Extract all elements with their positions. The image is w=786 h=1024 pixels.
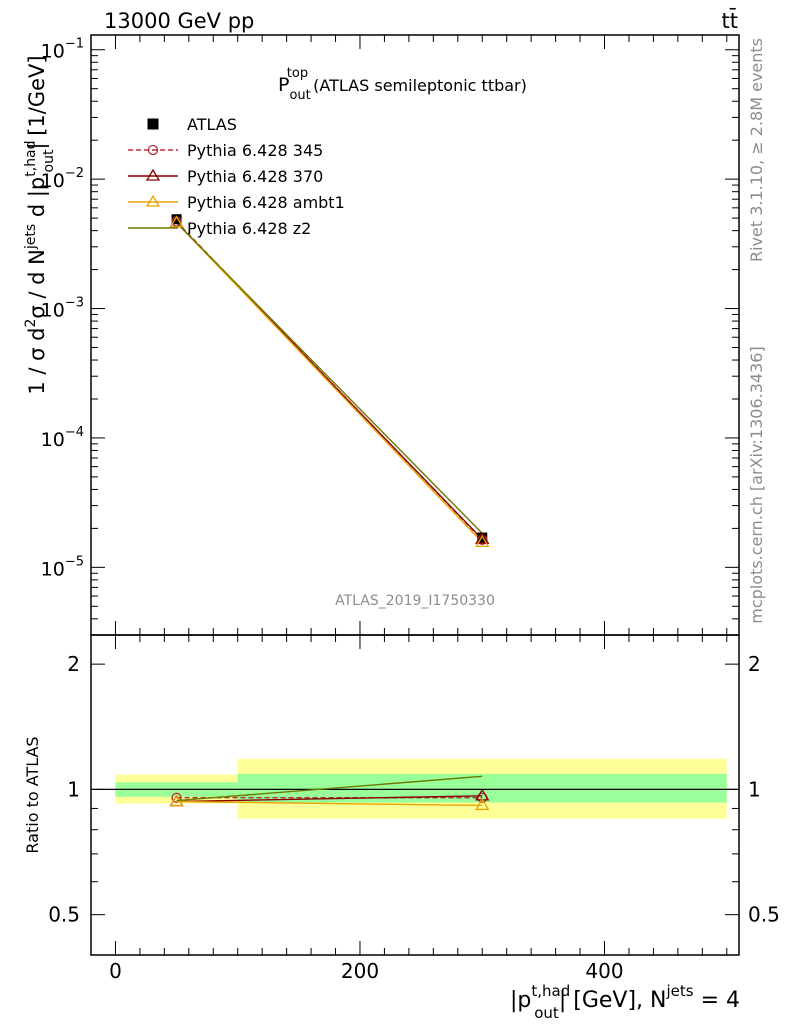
- legend-entry: Pythia 6.428 370: [128, 167, 323, 186]
- ratio-y-tick-label: 2: [67, 652, 80, 676]
- legend-entry: ATLAS: [147, 115, 237, 134]
- legend-entry: Pythia 6.428 ambt1: [128, 193, 345, 212]
- header-process-label: tt̄: [722, 8, 738, 33]
- ratio-panel: 0.5 0.5 1 1 2 2 0 200 400 Ratio to ATLAS |pt,had…: [23, 634, 780, 1022]
- main-y-tick-label: 10−3: [41, 296, 84, 322]
- legend-label: ATLAS: [187, 115, 237, 134]
- legend-label: Pythia 6.428 z2: [187, 219, 311, 238]
- ratio-y-tick-label-right: 2: [748, 652, 761, 676]
- title-sub: out: [289, 88, 310, 103]
- ratio-series-line: [176, 795, 483, 803]
- legend-marker: [145, 194, 161, 207]
- ratio-y-tick-label: 0.5: [48, 903, 80, 927]
- legend-marker: [147, 118, 159, 130]
- legend-label: Pythia 6.428 ambt1: [187, 193, 345, 212]
- series-line: [176, 222, 483, 543]
- ratio-y-axis-label: Ratio to ATLAS: [23, 736, 42, 853]
- mcplots-reference-label: mcplots.cern.ch [arXiv:1306.3436]: [747, 346, 766, 623]
- ratio-series-point: [475, 798, 490, 811]
- legend-entry: Pythia 6.428 345: [128, 141, 323, 160]
- legend-label: Pythia 6.428 345: [187, 141, 323, 160]
- ratio-y-tick-label-right: 0.5: [748, 903, 780, 927]
- main-y-tick-label: 10−2: [41, 166, 84, 192]
- legend: ATLAS Pythia 6.428 345 Pythia 6.428 370 Pyt…: [128, 115, 345, 238]
- main-title: Pout top (ATLAS semileptonic ttbar): [278, 66, 527, 103]
- x-tick-label: 0: [109, 959, 122, 983]
- main-y-tick-label: 10−1: [41, 37, 84, 63]
- series-point: [169, 215, 184, 228]
- series-point: [475, 531, 490, 544]
- ratio-panel-frame: [90, 634, 740, 956]
- legend-entry: Pythia 6.428 z2: [128, 219, 311, 238]
- ratio-series-line: [176, 800, 483, 807]
- legend-marker: [145, 168, 161, 181]
- main-y-tick-label: 10−5: [41, 554, 84, 580]
- legend-marker: [147, 144, 159, 156]
- ratio-y-tick-label: 1: [67, 777, 80, 801]
- series-line: [176, 222, 483, 534]
- ratio-series-line: [176, 775, 483, 802]
- legend-label: Pythia 6.428 370: [187, 167, 323, 186]
- title-main: P: [278, 74, 289, 96]
- data-point: [171, 214, 182, 225]
- series-point: [475, 535, 490, 547]
- rivet-version-label: Rivet 3.1.10, ≥ 2.8M events: [747, 38, 766, 262]
- x-tick-label: 400: [585, 959, 623, 983]
- main-panel: 10−1 10−2 10−3 10−4 10−5 Pout top (ATLAS semi…: [23, 34, 740, 636]
- header-energy-label: 13000 GeV pp: [104, 9, 254, 33]
- analysis-watermark: ATLAS_2019_I1750330: [335, 593, 495, 609]
- main-y-axis-label: 1 / σ d2σ / d Njets d |pt,had out| [1/GeV…: [23, 55, 57, 394]
- x-tick-label: 200: [341, 959, 379, 983]
- title-rest: (ATLAS semileptonic ttbar): [308, 76, 527, 95]
- ratio-y-tick-label-right: 1: [748, 777, 761, 801]
- title-sup: top: [287, 66, 308, 81]
- main-y-tick-label: 10−4: [41, 425, 84, 451]
- x-axis-label: |pt,had out| [GeV], Njets = 4: [510, 982, 740, 1022]
